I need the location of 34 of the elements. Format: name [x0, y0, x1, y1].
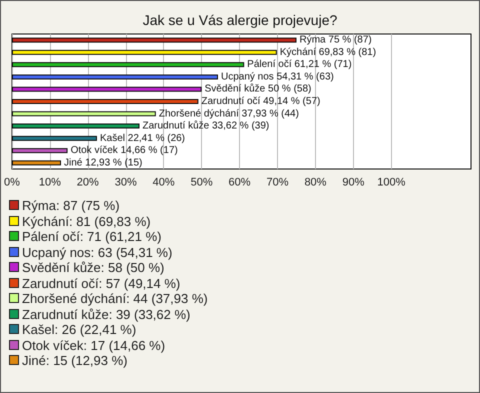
- x-tick-label: 30%: [114, 176, 137, 188]
- text: Ucpaný nos: 63 (54,31 %): [21, 244, 174, 260]
- x-tick-label: 70%: [266, 176, 289, 188]
- data-label: Zhoršené dýchání 37,93 % (44): [158, 108, 299, 120]
- text: Zhoršené dýchání: 44 (37,93 %): [21, 291, 208, 306]
- text: Rýma: 87 (75 %): [21, 198, 121, 214]
- data-label: Kašel 22,41 % (26): [100, 132, 186, 144]
- data-label: Kýchání 69,83 % (81): [280, 46, 376, 58]
- data-label: Rýma 75 % (87): [299, 34, 372, 46]
- x-tick-label: 40%: [152, 176, 175, 188]
- text: Jiné: 15 (12,93 %): [21, 353, 129, 368]
- data-label: Otok víček 14,66 % (17): [70, 145, 178, 156]
- data-label: Zarudnutí kůže 33,62 % (39): [142, 120, 270, 132]
- x-tick-label: 10%: [38, 176, 62, 188]
- text: Pálení očí: 71 (61,21 %): [21, 229, 162, 244]
- chart-title: Jak se u Vás alergie projevuje?: [142, 12, 338, 28]
- text: Kýchání: 81 (69,83 %): [21, 214, 152, 229]
- text: Kašel: 26 (22,41 %): [21, 322, 138, 338]
- text: Otok víček: 17 (14,66 %): [21, 338, 166, 353]
- text: Zarudnutí kůže: 39 (33,62 %): [21, 306, 192, 322]
- x-tick-label: 90%: [342, 176, 365, 188]
- data-label: Pálení očí 61,21 % (71): [247, 59, 352, 70]
- x-tick-label: 60%: [228, 176, 251, 188]
- data-label: Svědění kůže 50 % (58): [204, 82, 312, 95]
- text: Svědění kůže: 58 (50 %): [21, 260, 166, 276]
- data-label: Jiné 12,93 % (15): [64, 157, 142, 168]
- text: Zarudnutí očí: 57 (49,14 %): [21, 276, 182, 291]
- data-label: Ucpaný nos 54,31 % (63): [220, 71, 334, 82]
- x-tick-label: 20%: [76, 176, 100, 188]
- x-tick-label: 0%: [4, 176, 20, 188]
- data-label: Zarudnutí očí 49,14 % (57): [201, 96, 320, 107]
- x-tick-label: 50%: [190, 176, 213, 188]
- x-tick-label: 100%: [377, 176, 406, 188]
- x-tick-label: 80%: [304, 176, 327, 188]
